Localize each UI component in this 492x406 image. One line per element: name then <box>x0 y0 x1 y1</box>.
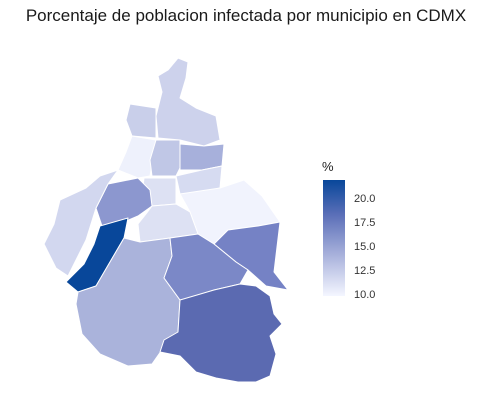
region-alvaro-obregon <box>95 177 153 227</box>
legend-title: % <box>322 159 334 174</box>
region-venustiano-carranza <box>179 143 225 171</box>
legend-tick-label: 15.0 <box>354 241 376 253</box>
legend-tick-mark <box>345 271 350 272</box>
legend-tick-label: 17.5 <box>354 217 376 229</box>
map-title: Porcentaje de poblacion infectada por mu… <box>25 6 467 25</box>
region-cuajimalpa <box>43 169 119 277</box>
legend-colorbar <box>323 180 345 296</box>
legend-tick-mark <box>345 247 350 248</box>
region-gustavo-a-madero <box>155 57 221 147</box>
legend-tick-label: 10.0 <box>354 289 376 301</box>
region-miguel-hidalgo <box>117 135 157 179</box>
legend-tick-mark <box>345 199 350 200</box>
legend-tick-label: 12.5 <box>354 265 376 277</box>
region-milpa-alta <box>159 283 283 383</box>
legend-tick-label: 20.0 <box>354 193 376 205</box>
region-cuauhtemoc <box>149 139 181 177</box>
legend-tick-mark <box>345 295 350 296</box>
region-azcapotzalco <box>125 103 157 139</box>
legend-tick-mark <box>345 223 350 224</box>
